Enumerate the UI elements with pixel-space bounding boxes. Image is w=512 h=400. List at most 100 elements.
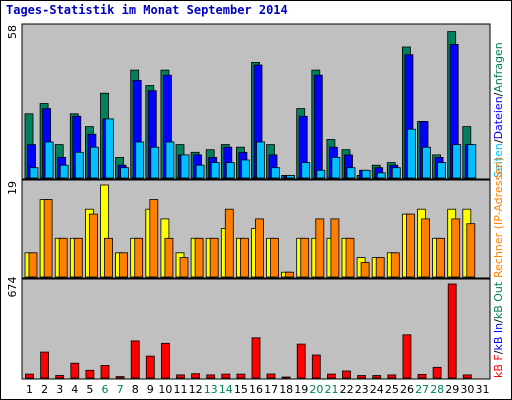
x-tick-label-20: 20 [309, 383, 323, 396]
x-tick-label-17: 17 [264, 383, 278, 396]
x-tick-label-12: 12 [189, 383, 203, 396]
bar-kb-10 [160, 342, 170, 379]
panel-middle: 19 [6, 179, 491, 279]
bar-rechner-23 [360, 262, 370, 278]
bar-rechner-27 [421, 218, 430, 278]
bar-kb-22 [342, 370, 351, 379]
bar-kb-29 [447, 283, 457, 379]
x-tick-label-27: 27 [415, 383, 429, 396]
bar-kb-3 [55, 375, 65, 379]
bar-kb-15 [236, 373, 246, 379]
bar-kb-19 [296, 343, 306, 379]
bar-rechner-2 [43, 199, 53, 278]
y-max-label-top: 58 [6, 25, 19, 39]
bar-seiten-28 [437, 162, 447, 179]
bar-seiten-12 [195, 164, 205, 179]
bar-seiten-11 [180, 154, 190, 179]
legend-sep-3: / [492, 350, 505, 354]
bar-rechner-13 [209, 237, 219, 278]
bar-seiten-7 [120, 167, 129, 179]
bar-kb-2 [40, 351, 49, 379]
bar-rechner-16 [255, 218, 264, 278]
bar-seiten-30 [467, 144, 477, 179]
x-tick-label-30: 30 [460, 383, 474, 396]
bar-kb-1 [25, 373, 34, 379]
bar-seiten-3 [59, 164, 69, 179]
x-tick-label-15: 15 [234, 383, 248, 396]
bar-rechner-4 [73, 237, 83, 278]
y-max-label-bottom: 674 [6, 277, 19, 298]
x-tick-label-9: 9 [147, 383, 154, 396]
legend-bottom: kB F/kB In/kB Out [492, 281, 505, 378]
bar-seiten-4 [74, 151, 84, 179]
bar-rechner-20 [315, 218, 325, 278]
bar-rechner-7 [119, 252, 128, 278]
x-tick-label-8: 8 [132, 383, 139, 396]
x-tick-label-26: 26 [400, 383, 414, 396]
bar-rechner-22 [345, 237, 355, 278]
bar-rechner-30 [466, 223, 476, 278]
bar-seiten-17 [271, 167, 280, 179]
x-tick-label-10: 10 [158, 383, 172, 396]
bar-seiten-1 [29, 167, 39, 179]
chart-title: Tages-Statistik im Monat September 2014 [6, 3, 288, 17]
bar-kb-25 [387, 374, 397, 379]
x-tick-label-31: 31 [476, 383, 490, 396]
bar-seiten-26 [406, 128, 416, 179]
x-tick-label-2: 2 [41, 383, 48, 396]
x-tick-label-3: 3 [56, 383, 63, 396]
bar-kb-6 [100, 364, 110, 379]
bar-rechner-9 [149, 199, 159, 278]
chart-panels: 58 19 674 [6, 23, 491, 380]
bar-seiten-6 [105, 118, 114, 179]
x-tick-label-5: 5 [86, 383, 93, 396]
bar-kb-14 [221, 373, 231, 379]
bar-seiten-25 [391, 167, 401, 179]
bar-seiten-16 [256, 141, 265, 179]
bar-kb-12 [191, 373, 201, 379]
x-tick-label-1: 1 [26, 383, 33, 396]
bar-rechner-15 [239, 237, 249, 278]
bar-rechner-19 [300, 237, 310, 278]
y-max-label-middle: 19 [6, 181, 19, 195]
legend-rechner: Rechner (IP-Adressen) [492, 157, 505, 278]
bar-dateien-20 [313, 74, 323, 179]
bar-rechner-21 [330, 218, 340, 278]
x-tick-label-24: 24 [370, 383, 384, 396]
x-tick-label-7: 7 [117, 383, 124, 396]
legend-kb-out: kB Out [492, 281, 505, 319]
legend-seiten: Seiten [492, 143, 505, 178]
x-tick-label-4: 4 [71, 383, 78, 396]
legend-kb-f: kB F [492, 354, 505, 378]
x-tick-label-25: 25 [385, 383, 399, 396]
bar-kb-26 [402, 334, 412, 379]
bar-kb-5 [85, 369, 95, 379]
x-tick-label-28: 28 [430, 383, 444, 396]
bar-kb-24 [372, 375, 382, 379]
bar-seiten-20 [316, 169, 326, 179]
bar-rechner-10 [164, 237, 174, 278]
bar-seiten-8 [135, 141, 145, 179]
bar-kb-17 [266, 373, 276, 379]
bar-rechner-29 [451, 218, 461, 278]
bar-rechner-17 [270, 237, 279, 278]
legend-anfragen: Anfragen [492, 42, 505, 92]
bar-kb-28 [432, 366, 442, 379]
bar-rechner-5 [89, 213, 98, 278]
x-tick-label-18: 18 [279, 383, 293, 396]
bar-kb-30 [462, 374, 472, 379]
bar-kb-11 [176, 374, 185, 379]
bar-rechner-14 [224, 208, 234, 278]
x-tick-label-14: 14 [219, 383, 233, 396]
x-tick-label-16: 16 [249, 383, 263, 396]
x-tick-label-11: 11 [174, 383, 188, 396]
legend-sep-1: / [492, 139, 505, 143]
bar-kb-13 [206, 374, 216, 379]
x-tick-label-23: 23 [355, 383, 369, 396]
bar-kb-21 [326, 373, 336, 379]
bar-seiten-13 [210, 162, 220, 179]
bar-seiten-15 [240, 159, 250, 179]
bar-seiten-5 [90, 146, 99, 179]
bar-rechner-28 [436, 237, 446, 278]
